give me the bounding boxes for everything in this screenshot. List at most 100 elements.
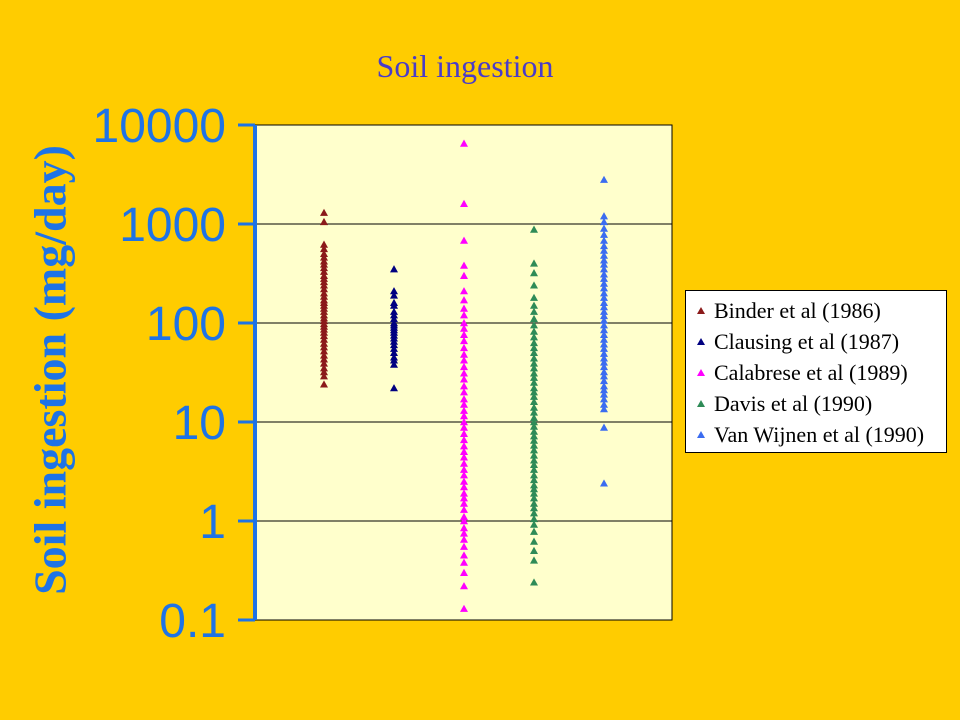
data-point: [320, 372, 328, 380]
data-point: [530, 327, 538, 335]
data-point: [600, 274, 608, 282]
data-point: [530, 456, 538, 464]
data-point: [530, 369, 538, 377]
data-point: [460, 447, 468, 456]
data-point: [600, 270, 608, 278]
data-point: [460, 261, 468, 269]
data-point: [600, 335, 608, 343]
data-point: [530, 268, 538, 277]
data-point: [530, 321, 538, 329]
data-point: [530, 259, 538, 267]
y-tick-label: 1: [199, 496, 226, 549]
data-point: [320, 244, 328, 253]
data-point: [600, 212, 608, 220]
y-tick-label: 10000: [93, 100, 226, 153]
data-point: [530, 446, 538, 454]
data-point: [320, 263, 328, 272]
legend-marker-triangle: [697, 399, 705, 407]
data-point: [600, 241, 608, 250]
data-point: [460, 324, 468, 332]
data-point: [460, 388, 468, 396]
data-point: [600, 325, 608, 334]
data-point: [530, 281, 538, 289]
data-point: [460, 287, 468, 295]
data-point: [390, 291, 398, 299]
data-point: [460, 435, 468, 444]
data-point: [460, 304, 468, 312]
data-point: [460, 551, 468, 559]
data-point: [390, 356, 398, 364]
data-point: [530, 348, 538, 357]
data-point: [390, 340, 398, 349]
legend-item: Binder et al (1986): [692, 295, 946, 326]
data-point: [600, 311, 608, 320]
legend-item: Davis et al (1990): [692, 388, 946, 419]
data-point: [460, 199, 468, 207]
data-point: [530, 499, 538, 507]
data-point: [530, 537, 538, 545]
data-point: [460, 375, 468, 383]
y-tick-label: 0.1: [159, 595, 226, 648]
data-point: [530, 504, 538, 512]
data-point: [460, 558, 468, 566]
data-point: [390, 311, 398, 319]
data-point: [530, 460, 538, 468]
data-point: [320, 347, 328, 355]
data-point: [530, 441, 538, 449]
data-point: [460, 604, 468, 612]
data-point: [320, 339, 328, 347]
data-point: [460, 483, 468, 491]
data-point: [530, 465, 538, 473]
data-point: [460, 236, 468, 244]
data-point: [320, 267, 328, 275]
legend-label: Clausing et al (1987): [714, 328, 900, 354]
data-point: [320, 335, 328, 343]
data-point: [530, 301, 538, 309]
data-point: [530, 527, 538, 535]
data-point: [600, 316, 608, 324]
data-point: [460, 471, 468, 479]
data-point: [390, 301, 398, 309]
legend-marker-triangle: [697, 306, 705, 314]
legend-label: Calabrese et al (1989): [714, 359, 908, 385]
legend-marker-triangle: [697, 430, 705, 438]
data-point: [530, 373, 538, 381]
data-point: [600, 395, 608, 403]
data-point: [460, 369, 468, 377]
data-point: [460, 406, 468, 414]
data-point: [530, 514, 538, 523]
data-point: [390, 265, 398, 273]
data-point: [320, 331, 328, 340]
data-point: [600, 217, 608, 226]
data-point: [460, 350, 468, 358]
data-point: [530, 485, 538, 493]
data-point: [530, 392, 538, 400]
data-point: [530, 520, 538, 528]
data-point: [600, 349, 608, 357]
data-point: [460, 529, 468, 537]
data-point: [320, 343, 328, 351]
data-point: [390, 384, 398, 392]
data-point: [600, 400, 608, 408]
data-point: [460, 523, 468, 532]
data-point: [600, 358, 608, 366]
chart-title: Soil ingestion: [376, 48, 554, 84]
data-point: [600, 405, 608, 413]
data-point: [390, 287, 398, 295]
data-point: [460, 271, 468, 279]
data-point: [460, 311, 468, 319]
data-point: [460, 362, 468, 371]
data-point: [600, 265, 608, 273]
data-point: [320, 367, 328, 376]
data-point: [320, 240, 328, 248]
data-point: [600, 279, 608, 287]
data-point: [530, 578, 538, 586]
data-point: [530, 314, 538, 323]
data-point: [320, 281, 328, 289]
data-point: [530, 403, 538, 411]
data-point: [460, 400, 468, 408]
data-point: [460, 429, 468, 437]
data-point: [530, 422, 538, 430]
data-point: [600, 298, 608, 306]
data-point: [530, 494, 538, 502]
